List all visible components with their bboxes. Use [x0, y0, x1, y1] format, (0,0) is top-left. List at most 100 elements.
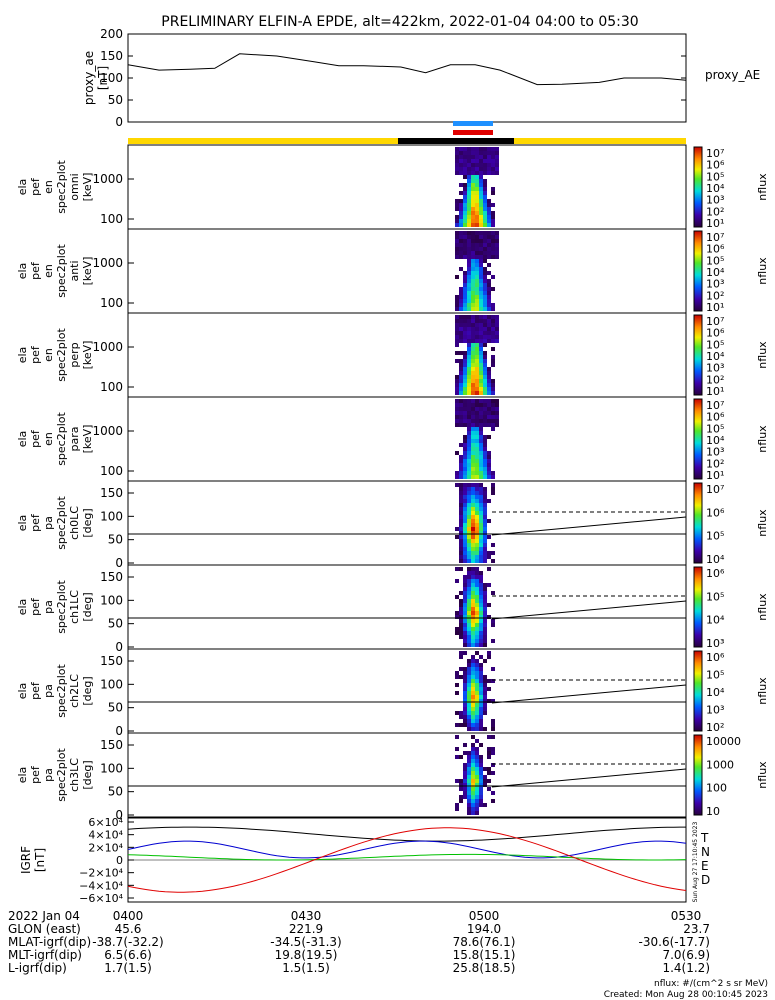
spectrogram-cell — [475, 659, 479, 663]
spectrogram-cell — [459, 367, 463, 371]
spectrogram-cell — [463, 683, 467, 687]
spectrogram-cell — [471, 683, 475, 687]
spectrogram-cell — [463, 487, 467, 491]
spectrogram-cell — [479, 383, 483, 387]
spectrogram-cell — [471, 383, 475, 387]
spectrogram-cell — [463, 439, 467, 443]
ela_pef_en_spec2plot_perp-frame — [127, 312, 687, 398]
spectrogram-ylabel: pef — [29, 765, 42, 784]
spectrogram-cell — [467, 295, 471, 299]
spectrogram-cell — [491, 471, 495, 475]
spectrogram-cell — [475, 323, 479, 327]
spectrogram-ytick-label: 100 — [100, 761, 123, 775]
spectrogram-cell — [463, 711, 467, 715]
ela_pef_pa_spec2plot_ch2LC-panel: 150 100 50 0 ela pef pa spec2plot ch2LC [deg] 10⁶ 1… — [16, 648, 769, 738]
spectrogram-cell — [463, 511, 467, 515]
spectrogram-cell — [495, 315, 499, 319]
spectrogram-cell — [475, 443, 479, 447]
spectrogram-cell — [463, 367, 467, 371]
spectrogram-cell — [463, 535, 467, 539]
spectrogram-cell — [459, 515, 463, 519]
spectrogram-cell — [459, 623, 463, 627]
proxy-ae-ylabel-1: proxy_ae — [82, 51, 96, 105]
spectrogram-cell — [463, 503, 467, 507]
spectrogram-cell — [467, 755, 471, 759]
spectrogram-cell — [471, 303, 475, 307]
spectrogram-cell — [459, 163, 463, 167]
footer-units: nflux: #/(cm^2 s sr MeV) — [654, 979, 768, 989]
spectrogram-cell — [483, 595, 487, 599]
spectrogram-cell — [483, 211, 487, 215]
spectrogram-cell — [471, 747, 475, 751]
proxy-ae-ytick-label: 50 — [108, 93, 123, 107]
spectrogram-cell — [475, 775, 479, 779]
spectrogram-ylabel: ela — [16, 515, 29, 532]
spectrogram-cell — [475, 407, 479, 411]
spectrogram-cell — [467, 535, 471, 539]
spectrogram-ytick-label: 1000 — [92, 424, 123, 438]
spectrogram-cell — [479, 423, 483, 427]
spectrogram-cell — [463, 679, 467, 683]
spectrogram-cell — [471, 719, 475, 723]
spectrogram-cell — [467, 423, 471, 427]
spectrogram-cell — [467, 659, 471, 663]
spectrogram-cell — [463, 707, 467, 711]
spectrogram-cell — [475, 803, 479, 807]
spectrogram-cell — [475, 339, 479, 343]
spectrogram-cell — [471, 175, 475, 179]
spectrogram-cell — [475, 179, 479, 183]
spectrogram-cell — [479, 631, 483, 635]
spectrogram-cell — [467, 435, 471, 439]
spectrogram-cell — [475, 203, 479, 207]
spectrogram-cell — [487, 203, 491, 207]
spectrogram-cell — [479, 355, 483, 359]
spectrogram-cell — [483, 247, 487, 251]
spectrogram-cell — [471, 547, 475, 551]
spectrogram-cell — [471, 471, 475, 475]
spectrogram-ylabel: ela — [16, 347, 29, 364]
spectrogram-cell — [479, 531, 483, 535]
spectrogram-ylabel: pa — [42, 516, 55, 530]
spectrogram-cell — [475, 271, 479, 275]
spectrogram-cell — [479, 167, 483, 171]
spectrogram-cell — [455, 151, 459, 155]
spectrogram-ylabel: spec2plot — [55, 580, 68, 634]
spectrogram-cell — [459, 199, 463, 203]
spectrogram-cell — [479, 635, 483, 639]
spectrogram-cell — [459, 539, 463, 543]
spectrogram-cell — [483, 611, 487, 615]
spectrogram-cell — [479, 799, 483, 803]
spectrogram-cell — [467, 567, 471, 571]
spectrogram-cell — [491, 411, 495, 415]
spectrogram-cell — [463, 471, 467, 475]
spectrogram-cell — [463, 183, 467, 187]
spectrogram-cell — [475, 651, 479, 655]
spectrogram-cell — [487, 335, 491, 339]
spectrogram-cell — [471, 707, 475, 711]
spectrogram-cell — [471, 595, 475, 599]
spectrogram-cell — [483, 203, 487, 207]
spectrogram-cell — [471, 499, 475, 503]
colorbar-tick-label: 10¹ — [706, 469, 724, 482]
spectrogram-cell — [487, 387, 491, 391]
spectrogram-cell — [471, 455, 475, 459]
spectrogram-cell — [491, 559, 495, 563]
spectrogram-cell — [491, 159, 495, 163]
spectrogram-cell — [455, 167, 459, 171]
spectrogram-cell — [487, 787, 491, 791]
spectrogram-cell — [459, 295, 463, 299]
spectrogram-cell — [471, 427, 475, 431]
spectrogram-cell — [463, 447, 467, 451]
spectrogram-cell — [463, 159, 467, 163]
spectrogram-cell — [467, 163, 471, 167]
spectrogram-cell — [459, 291, 463, 295]
spectrogram-cell — [459, 635, 463, 639]
spectrogram-cell — [479, 471, 483, 475]
spectrogram-cell — [487, 435, 491, 439]
spectrogram-cell — [467, 175, 471, 179]
spectrogram-cell — [471, 767, 475, 771]
spectrogram-cell — [475, 667, 479, 671]
spectrogram-cell — [459, 567, 463, 571]
spectrogram-cell — [471, 487, 475, 491]
